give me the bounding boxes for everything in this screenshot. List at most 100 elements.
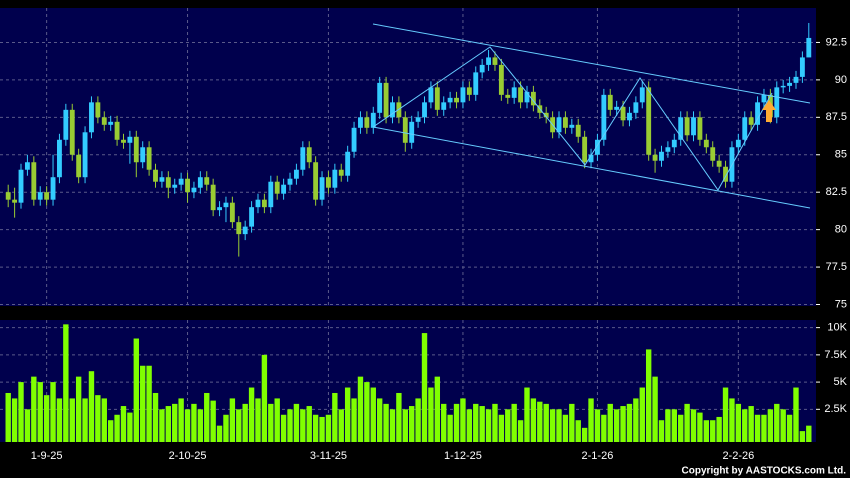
candle-body bbox=[31, 162, 37, 200]
candle-body bbox=[338, 169, 344, 176]
candle-body bbox=[242, 226, 248, 235]
volume-bar bbox=[537, 401, 543, 442]
volume-bar bbox=[434, 376, 441, 442]
volume-bar bbox=[338, 409, 344, 442]
volume-bar bbox=[793, 387, 799, 442]
candle-body bbox=[492, 57, 498, 65]
candle-body bbox=[274, 181, 280, 194]
candle-body bbox=[652, 154, 658, 161]
volume-bar bbox=[255, 398, 261, 442]
x-tick-label: 1-9-25 bbox=[31, 450, 63, 462]
candle-body bbox=[595, 139, 600, 155]
candle-body bbox=[89, 102, 94, 133]
volume-bar bbox=[607, 403, 613, 442]
x-tick-label: 2-2-26 bbox=[722, 450, 754, 462]
volume-bar bbox=[11, 398, 18, 442]
candle-body bbox=[268, 181, 274, 208]
copyright: Copyright by AASTOCKS.com Ltd. bbox=[682, 466, 847, 477]
candle-body bbox=[434, 87, 440, 110]
volume-bar bbox=[357, 376, 364, 442]
y-tick-label: 80 bbox=[835, 224, 847, 236]
candle-body bbox=[95, 102, 101, 118]
volume-bar bbox=[492, 403, 498, 442]
volume-bar bbox=[441, 403, 447, 442]
candle-body bbox=[358, 117, 363, 128]
y-tick-label: 87.5 bbox=[826, 111, 847, 123]
candle-body bbox=[127, 136, 133, 143]
volume-bar bbox=[479, 406, 485, 442]
candle-body bbox=[24, 162, 30, 170]
volume-bar bbox=[735, 403, 742, 442]
candle-body bbox=[518, 87, 524, 103]
volume-bar bbox=[204, 392, 210, 442]
candle-body bbox=[601, 94, 607, 140]
volume-bar bbox=[806, 425, 812, 442]
candle-body bbox=[543, 112, 549, 118]
volume-bar bbox=[767, 409, 774, 442]
volume-bar bbox=[95, 395, 101, 442]
volume-bar bbox=[780, 409, 786, 442]
volume-bar bbox=[325, 414, 332, 442]
candle-body bbox=[562, 117, 568, 128]
volume-bar bbox=[351, 398, 357, 442]
candle-body bbox=[390, 102, 395, 118]
volume-bar bbox=[639, 387, 645, 442]
candle-body bbox=[607, 94, 613, 110]
candle-body bbox=[486, 57, 491, 65]
y-tick-label: 90 bbox=[835, 74, 847, 86]
candle-body bbox=[217, 207, 222, 211]
candle-body bbox=[229, 202, 235, 223]
candle-body bbox=[377, 82, 383, 113]
y-tick-label: 82.5 bbox=[826, 186, 847, 198]
candle-body bbox=[319, 177, 325, 200]
candle-body bbox=[498, 64, 504, 95]
volume-bar bbox=[594, 409, 601, 442]
candle-body bbox=[37, 192, 43, 200]
candle-body bbox=[588, 154, 594, 163]
candle-body bbox=[806, 37, 812, 58]
volume-bar bbox=[652, 376, 658, 442]
volume-bar bbox=[485, 409, 492, 442]
volume-bar bbox=[530, 398, 537, 442]
volume-bar bbox=[178, 398, 184, 442]
candle-body bbox=[191, 187, 197, 193]
x-tick-label: 2-1-26 bbox=[582, 450, 614, 462]
volume-bar bbox=[120, 406, 127, 442]
volume-bar bbox=[409, 406, 415, 442]
volume-bar bbox=[75, 376, 82, 442]
y-tick-label: 7.5K bbox=[824, 349, 847, 361]
volume-bar bbox=[370, 387, 376, 442]
volume-bar bbox=[505, 409, 511, 442]
volume-bar bbox=[498, 414, 505, 442]
candle-body bbox=[146, 147, 152, 170]
volume-bar bbox=[786, 414, 793, 442]
candle-body bbox=[44, 192, 50, 200]
candle-body bbox=[159, 177, 165, 182]
candle-body bbox=[306, 147, 312, 163]
volume-bar bbox=[5, 392, 11, 442]
volume-bar bbox=[678, 414, 684, 442]
volume-bar bbox=[421, 333, 428, 442]
candle-body bbox=[185, 178, 190, 193]
volume-bar bbox=[671, 409, 677, 442]
volume-bar bbox=[88, 371, 95, 442]
candle-body bbox=[300, 147, 306, 170]
candle-body bbox=[313, 162, 319, 200]
volume-bar bbox=[549, 409, 556, 442]
y-tick-label: 2.5K bbox=[824, 403, 847, 415]
volume-bar bbox=[556, 409, 562, 442]
candle-body bbox=[63, 109, 69, 140]
volume-bar bbox=[312, 414, 319, 442]
volume-bar bbox=[613, 409, 620, 442]
volume-bar bbox=[69, 398, 75, 442]
volume-bar bbox=[569, 403, 575, 442]
candle-body bbox=[261, 199, 267, 208]
candle-body bbox=[639, 87, 645, 103]
volume-bar bbox=[588, 398, 594, 442]
volume-bar bbox=[37, 382, 43, 442]
candle-body bbox=[684, 117, 690, 136]
volume-bar bbox=[191, 403, 197, 442]
candle-body bbox=[223, 202, 229, 208]
volume-bar bbox=[24, 409, 31, 442]
